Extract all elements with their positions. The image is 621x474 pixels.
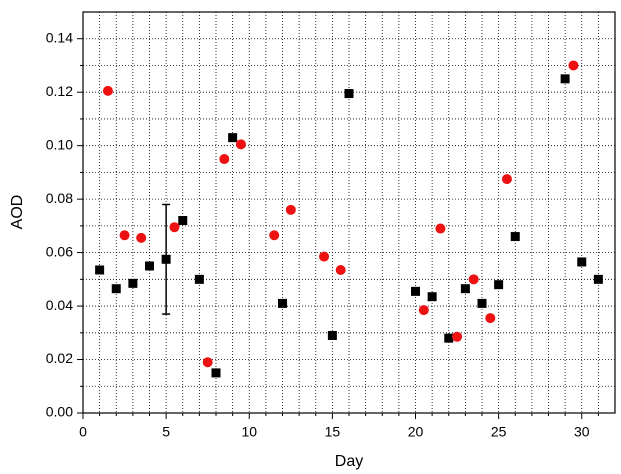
point bbox=[468, 274, 479, 285]
point bbox=[219, 154, 230, 165]
point bbox=[477, 298, 487, 308]
point bbox=[510, 232, 520, 242]
point bbox=[435, 223, 446, 234]
point bbox=[460, 284, 470, 294]
point bbox=[119, 230, 130, 241]
x-tick-label: 30 bbox=[574, 424, 590, 440]
point bbox=[485, 313, 496, 324]
point bbox=[111, 284, 121, 294]
y-tick-label: 0.02 bbox=[46, 350, 73, 366]
point bbox=[161, 254, 171, 264]
point bbox=[501, 174, 512, 185]
point bbox=[178, 216, 188, 226]
point bbox=[319, 251, 330, 262]
point bbox=[418, 305, 429, 316]
point bbox=[128, 278, 138, 288]
point bbox=[335, 264, 346, 275]
point bbox=[494, 280, 504, 290]
point bbox=[269, 230, 280, 241]
y-tick-label: 0.08 bbox=[46, 190, 73, 206]
point bbox=[95, 265, 105, 275]
point bbox=[194, 274, 204, 284]
point bbox=[593, 274, 603, 284]
y-axis-label: AOD bbox=[9, 195, 26, 230]
point bbox=[145, 261, 154, 271]
point bbox=[235, 139, 246, 150]
point bbox=[568, 60, 579, 71]
x-axis-label: Day bbox=[335, 453, 363, 470]
y-tick-label: 0.06 bbox=[46, 243, 73, 259]
point bbox=[427, 292, 437, 302]
x-tick-label: 15 bbox=[325, 424, 341, 440]
point bbox=[136, 232, 147, 243]
y-tick-label: 0.10 bbox=[46, 136, 73, 152]
y-tick-label: 0.12 bbox=[46, 83, 73, 99]
plot-frame bbox=[82, 11, 616, 414]
y-tick-label: 0.14 bbox=[46, 29, 73, 45]
point bbox=[577, 257, 587, 267]
x-tick-label: 25 bbox=[491, 424, 507, 440]
point bbox=[169, 222, 180, 233]
point bbox=[102, 85, 113, 96]
point bbox=[452, 331, 463, 342]
y-tick-label: 0.04 bbox=[46, 297, 73, 313]
point bbox=[211, 368, 221, 378]
x-tick-label: 10 bbox=[241, 424, 257, 440]
point bbox=[327, 330, 337, 340]
point bbox=[228, 133, 238, 143]
x-tick-label: 0 bbox=[79, 424, 87, 440]
y-tick-label: 0.00 bbox=[46, 404, 73, 420]
point bbox=[560, 74, 570, 84]
point bbox=[444, 333, 454, 343]
point bbox=[202, 357, 213, 368]
point bbox=[344, 89, 354, 99]
point bbox=[278, 298, 287, 308]
x-tick-label: 20 bbox=[408, 424, 424, 440]
point bbox=[285, 204, 296, 215]
x-tick-label: 5 bbox=[162, 424, 170, 440]
point bbox=[411, 286, 420, 296]
